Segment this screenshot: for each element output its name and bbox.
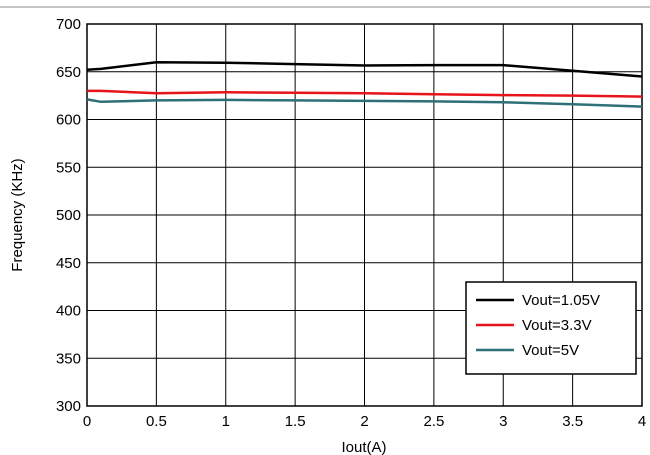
y-tick-label: 450 bbox=[56, 255, 81, 272]
plot-area bbox=[86, 23, 643, 407]
y-tick-label: 700 bbox=[56, 16, 81, 33]
y-tick-label: 600 bbox=[56, 112, 81, 129]
series-lines bbox=[86, 60, 643, 108]
legend-box bbox=[465, 281, 637, 375]
x-axis-label: Iout(A) bbox=[341, 439, 386, 455]
x-tick-label: 1.5 bbox=[285, 413, 306, 430]
y-tick-label: 300 bbox=[56, 398, 81, 415]
x-tick-label: 3 bbox=[499, 413, 507, 430]
x-tick-label: 0.5 bbox=[146, 413, 167, 430]
legend: Vout=1.05V Vout=3.3V Vout=5V bbox=[465, 281, 637, 375]
series-line-3 bbox=[86, 98, 643, 108]
x-tick-label: 2 bbox=[360, 413, 368, 430]
y-tick-label: 550 bbox=[56, 159, 81, 176]
legend-label: Vout=1.05V bbox=[522, 292, 600, 309]
x-tick-label: 4 bbox=[638, 413, 646, 430]
x-tick-label: 3.5 bbox=[562, 413, 583, 430]
y-tick-labels: 300 350 400 450 500 550 600 650 700 bbox=[56, 16, 81, 415]
legend-label: Vout=3.3V bbox=[522, 317, 592, 334]
x-tick-label: 2.5 bbox=[423, 413, 444, 430]
y-tick-label: 500 bbox=[56, 207, 81, 224]
x-tick-label: 1 bbox=[222, 413, 230, 430]
y-tick-label: 400 bbox=[56, 303, 81, 320]
y-tick-label: 350 bbox=[56, 350, 81, 367]
series-line-1 bbox=[86, 60, 643, 78]
y-axis-label: Frequency (KHz) bbox=[9, 158, 26, 271]
series-line-2 bbox=[87, 89, 643, 98]
x-tick-labels: 0 0.5 1 1.5 2 2.5 3 3.5 4 bbox=[83, 413, 646, 430]
x-tick-label: 0 bbox=[83, 413, 91, 430]
legend-label: Vout=5V bbox=[522, 342, 579, 359]
y-tick-label: 650 bbox=[56, 64, 81, 81]
